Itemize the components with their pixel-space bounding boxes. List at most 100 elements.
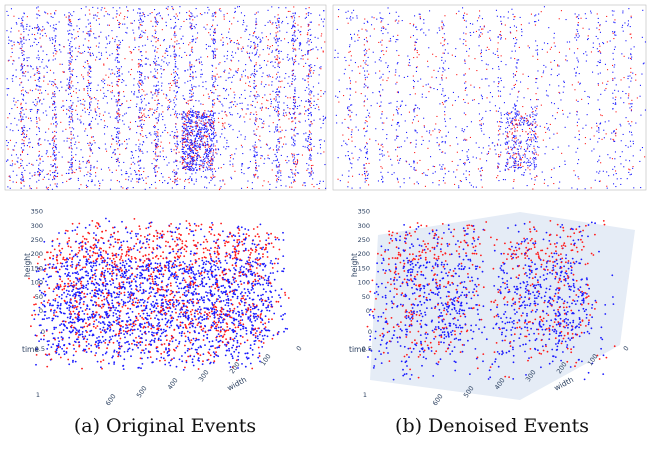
event-dot (189, 61, 191, 63)
event-dot (155, 84, 157, 86)
event-dot (251, 73, 253, 75)
event-dot (189, 176, 191, 178)
event-dot (195, 178, 197, 180)
event-dot (68, 106, 70, 108)
event-dot (291, 154, 293, 156)
event-dot (115, 128, 117, 130)
event-dot (98, 180, 100, 182)
event-dot (212, 145, 214, 147)
event-dot (202, 163, 204, 165)
event-dot (155, 118, 157, 120)
event-dot (149, 187, 151, 189)
event-dot (37, 54, 39, 56)
event-dot (439, 164, 441, 166)
event-dot (135, 106, 137, 108)
event-dot (169, 89, 171, 91)
event-dot (157, 117, 159, 119)
event-dot (189, 112, 191, 114)
event-dot (37, 29, 39, 31)
event-dot (275, 160, 277, 162)
event-dot (154, 75, 156, 77)
event-dot (8, 59, 10, 61)
event-dot (23, 12, 25, 14)
event-dot (309, 175, 311, 177)
event-dot (72, 68, 74, 70)
event-dot (194, 111, 196, 113)
event-dot (67, 109, 69, 111)
event-dot (235, 70, 237, 72)
event-dot (599, 72, 601, 74)
event-dot (89, 142, 91, 144)
event-dot (417, 183, 419, 185)
event-dot (53, 142, 55, 144)
event-dot (37, 26, 39, 28)
event-dot (252, 100, 254, 102)
event-dot (38, 169, 40, 171)
event-dot (584, 137, 586, 139)
event-dot (586, 54, 588, 56)
event-dot (155, 89, 157, 91)
event-dot (113, 95, 115, 97)
event-dot (191, 121, 193, 123)
event-dot (214, 77, 216, 79)
event-dot (68, 80, 70, 82)
event-dot (41, 171, 43, 173)
event-dot (294, 173, 296, 175)
event-dot (209, 123, 211, 125)
event-dot (269, 115, 271, 117)
event-dot (253, 75, 255, 77)
event-dot (137, 96, 139, 98)
event-dot (244, 30, 246, 32)
event-dot (140, 51, 142, 53)
event-dot (278, 161, 280, 163)
event-dot (619, 123, 621, 125)
event-dot (250, 41, 252, 43)
event-dot (212, 50, 214, 52)
event-dot (181, 156, 183, 158)
event-dot (319, 180, 321, 182)
event-dot (188, 120, 190, 122)
event-dot (210, 148, 212, 150)
event-dot (174, 179, 176, 181)
event-dot (27, 34, 29, 36)
event-dot (139, 71, 141, 73)
event-dot (13, 15, 15, 17)
event-dot (116, 118, 118, 120)
event-dot (246, 25, 248, 27)
event-dot (26, 164, 28, 166)
event-dot (292, 26, 294, 28)
event-dot (55, 157, 57, 159)
event-dot (52, 93, 54, 95)
event-dot (138, 139, 140, 141)
event-dot (218, 112, 220, 114)
event-dot (163, 40, 165, 42)
event-dot (246, 186, 248, 188)
event-dot (89, 30, 91, 32)
event-dot (365, 180, 367, 182)
event-dot (255, 24, 257, 26)
event-dot (68, 17, 70, 19)
event-dot (211, 140, 213, 142)
event-dot (627, 120, 629, 122)
event-dot (517, 153, 519, 155)
event-dot (63, 46, 65, 48)
event-dot (198, 111, 200, 113)
event-dot (117, 148, 119, 150)
event-dot (198, 85, 200, 87)
event-dot (130, 99, 132, 101)
event-dot (20, 104, 22, 106)
event-dot (51, 188, 53, 190)
event-dot (196, 169, 198, 171)
event-dot (278, 96, 280, 98)
event-dot (278, 80, 280, 82)
event-dot (308, 73, 310, 75)
event-dot (153, 61, 155, 63)
event-dot (211, 91, 213, 93)
event-dot (89, 97, 91, 99)
event-dot (308, 24, 310, 26)
event-dot (185, 167, 187, 169)
event-dot (284, 77, 286, 79)
event-dot (307, 168, 309, 170)
event-dot (90, 28, 92, 30)
event-dot (54, 12, 56, 14)
